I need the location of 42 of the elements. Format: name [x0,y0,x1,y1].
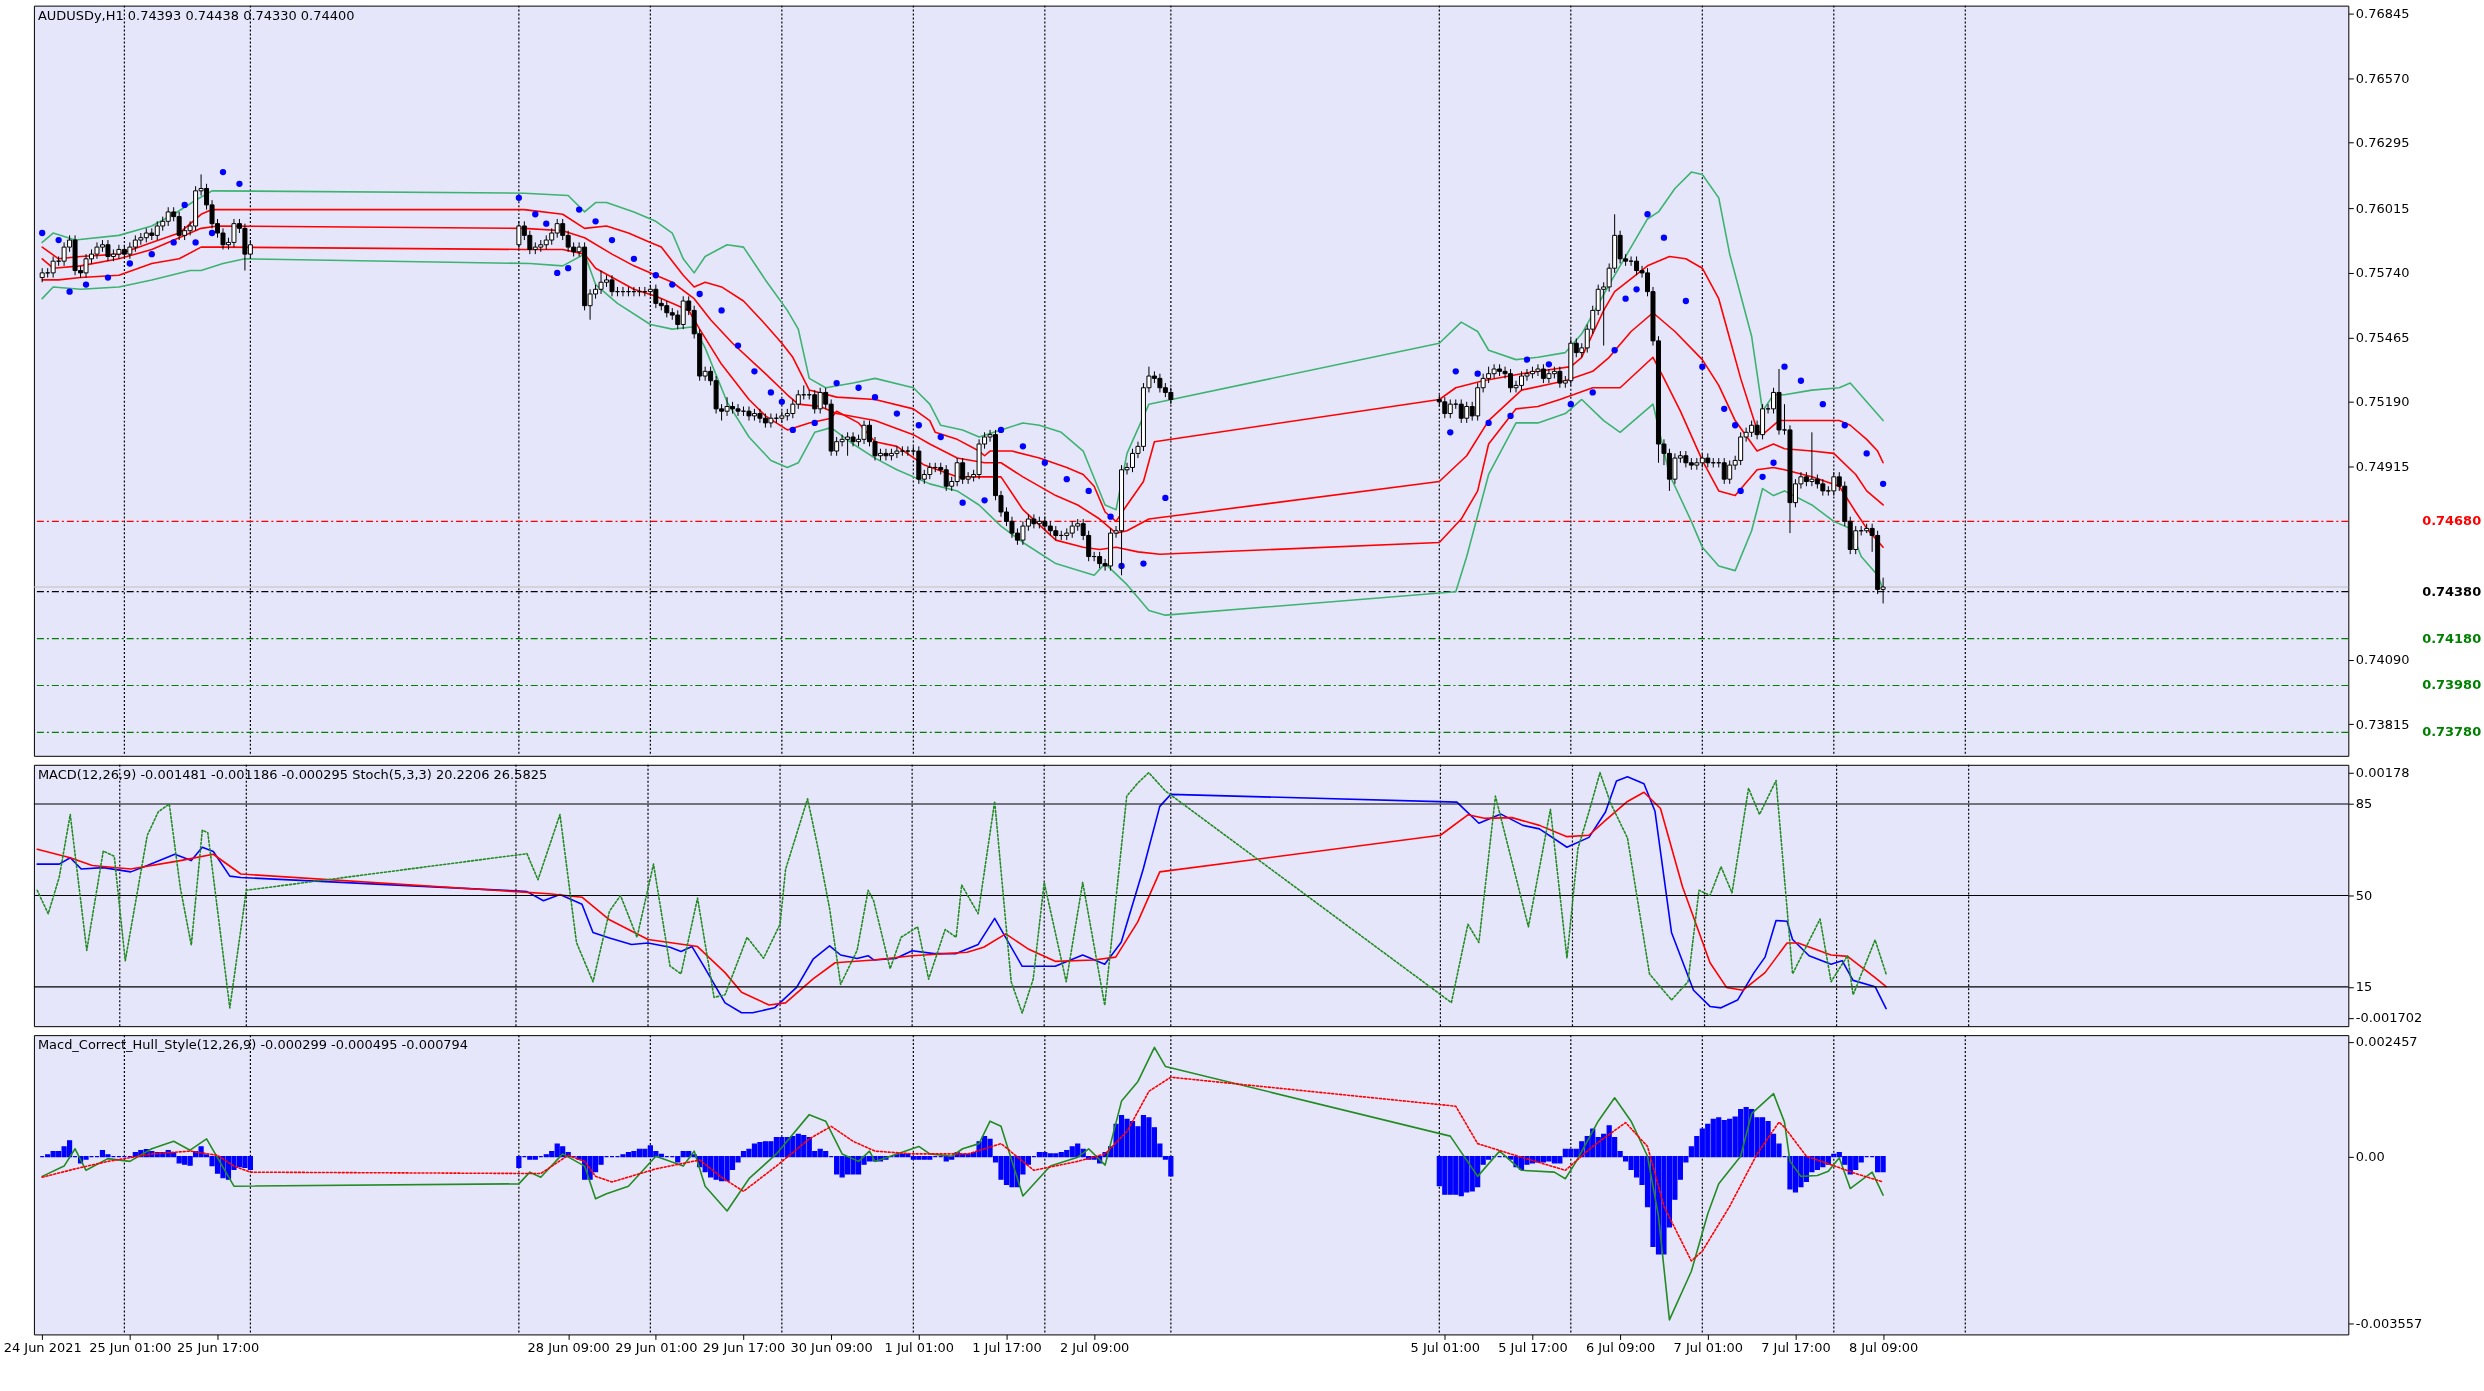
y-tick-label: 0.75190 [2355,394,2410,410]
ref-line-label: 0.73980 [2422,677,2482,693]
x-tick-label: 7 Jul 17:00 [1761,1339,1831,1355]
y-tick-label: 0.73815 [2355,716,2410,732]
y2-tick-label: 50 [2355,887,2373,903]
y-tick-label: 0.74915 [2355,458,2410,474]
chart-title: AUDUSDy,H1 0.74393 0.74438 0.74330 0.74400 [37,7,355,23]
y-tick-label: 0.75465 [2355,329,2410,345]
chart-title: MACD(12,26,9) -0.001481 -0.001186 -0.000295 Stoch(5,3,3) 20.2206 26.5825 [37,766,548,782]
x-tick-label: 2 Jul 09:00 [1059,1339,1130,1355]
chart-title: Macd_Correct_Hull_Style(12,26,9) -0.000299 -0.000495 -0.000794 [37,1037,469,1053]
x-tick-label: 25 Jun 01:00 [89,1339,172,1355]
x-tick-label: 1 Jul 17:00 [972,1339,1042,1355]
y-tick-label: 0.00 [2355,1149,2385,1165]
ref-line-label: 0.74180 [2422,630,2482,646]
y-tick-label: -0.003557 [2355,1315,2423,1331]
x-tick-label: 24 Jun 2021 [3,1339,82,1355]
y-tick-label: 0.76015 [2355,200,2410,216]
ref-line-label: 0.74380 [2422,583,2482,599]
x-tick-label: 28 Jun 09:00 [527,1339,610,1355]
x-tick-label: 8 Jul 09:00 [1848,1339,1919,1355]
ref-line-label: 0.73780 [2422,724,2482,740]
y-tick-label: -0.001702 [2355,1010,2423,1026]
ref-line-label: 0.74680 [2422,513,2482,529]
y-tick-label: 0.76295 [2355,135,2410,151]
y-tick-label: 0.76570 [2355,70,2410,86]
y-tick-label: 0.00178 [2355,765,2410,781]
x-tick-label: 5 Jul 17:00 [1498,1339,1568,1355]
y-tick-label: 0.74090 [2355,652,2410,668]
x-tick-label: 30 Jun 09:00 [790,1339,873,1355]
x-tick-label: 29 Jun 17:00 [702,1339,786,1355]
x-tick-label: 29 Jun 01:00 [615,1339,698,1355]
x-tick-label: 7 Jul 01:00 [1673,1339,1743,1355]
x-tick-label: 1 Jul 01:00 [884,1339,955,1355]
x-tick-label: 6 Jul 09:00 [1585,1339,1656,1355]
x-tick-label: 5 Jul 01:00 [1410,1339,1481,1355]
x-tick-label: 25 Jun 17:00 [176,1339,260,1355]
y2-tick-label: 85 [2355,796,2373,812]
y-tick-label: 0.76845 [2355,6,2410,22]
y-tick-label: 0.75740 [2355,265,2410,281]
y2-tick-label: 15 [2355,979,2373,995]
y-tick-label: 0.002457 [2355,1034,2418,1050]
